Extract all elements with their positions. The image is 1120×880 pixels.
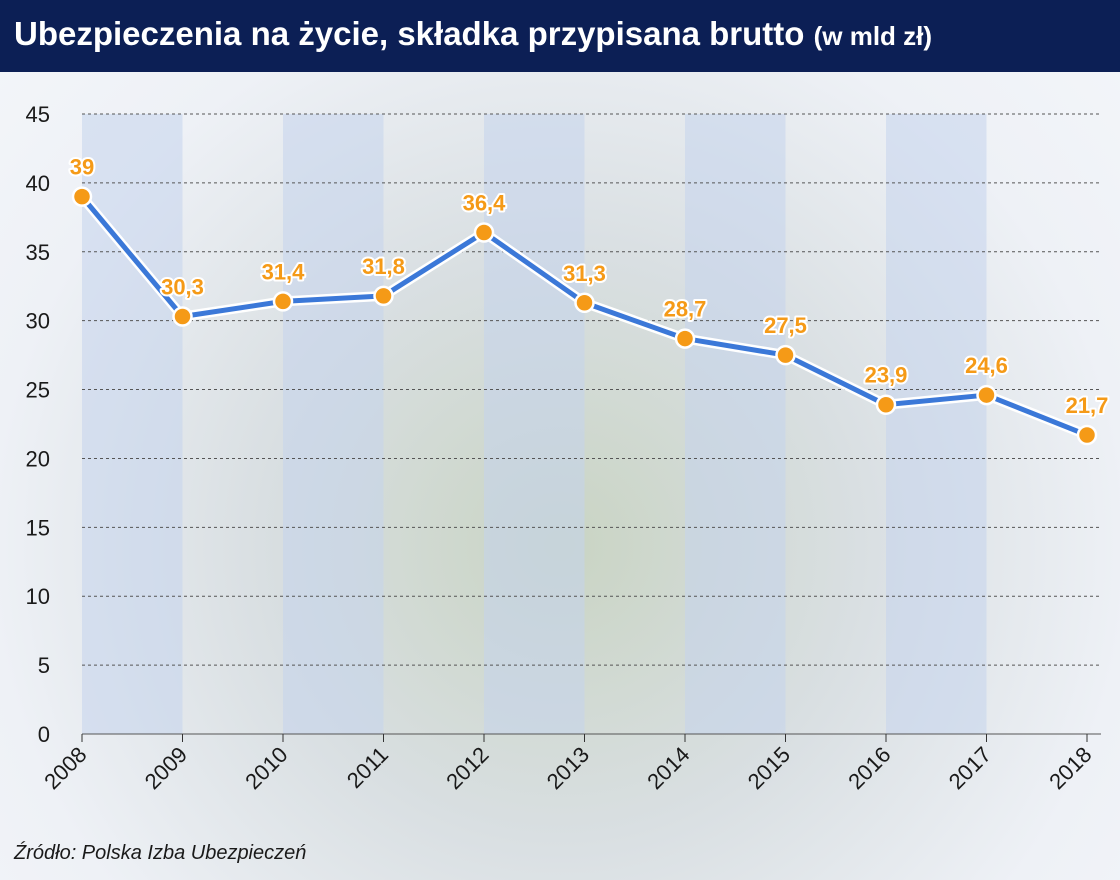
y-tick-label: 10 xyxy=(26,584,50,609)
data-point xyxy=(373,285,394,307)
data-label: 31,3 xyxy=(563,261,606,286)
column-band xyxy=(685,114,786,734)
data-label: 21,7 xyxy=(1066,393,1109,418)
x-tick-label: 2009 xyxy=(140,742,192,794)
y-tick-label: 15 xyxy=(26,515,50,540)
data-label: 30,3 xyxy=(161,275,204,300)
data-point xyxy=(71,186,93,207)
y-tick-label: 20 xyxy=(26,446,50,471)
y-tick-label: 5 xyxy=(38,653,50,678)
data-point xyxy=(1076,424,1098,446)
x-tick-label: 2018 xyxy=(1044,742,1096,794)
chart-title-main: Ubezpieczenia na życie, składka przypisa… xyxy=(14,15,805,52)
x-tick-label: 2016 xyxy=(843,742,895,794)
data-points xyxy=(71,186,1098,446)
y-tick-label: 35 xyxy=(26,240,50,265)
x-tick-label: 2013 xyxy=(542,742,594,794)
column-band xyxy=(484,114,585,734)
data-point xyxy=(976,384,997,406)
data-label: 24,6 xyxy=(965,353,1008,378)
data-point xyxy=(473,222,495,243)
source-note: Źródło: Polska Izba Ubezpieczeń xyxy=(14,842,307,864)
column-band xyxy=(283,114,384,734)
data-point xyxy=(172,306,193,327)
data-label: 23,9 xyxy=(865,363,908,388)
y-tick-label: 0 xyxy=(38,722,50,747)
x-axis-ticks: 2008 2009 2010 2011 2012 2013 2014 2015 2016 2017… xyxy=(39,734,1097,794)
data-label: 39 xyxy=(70,155,94,180)
data-point xyxy=(875,394,897,415)
x-tick-label: 2015 xyxy=(743,742,795,794)
data-labels: 39 30,3 31,4 31,8 36,4 31,3 28,7 27,5 23,9 24,6 21… xyxy=(68,153,1111,420)
x-tick-label: 2014 xyxy=(642,742,694,794)
x-tick-label: 2010 xyxy=(240,742,292,794)
chart-title-unit: (w mld zł) xyxy=(813,21,933,51)
data-label: 36,4 xyxy=(463,190,507,215)
x-tick-label: 2008 xyxy=(39,742,91,794)
y-tick-label: 30 xyxy=(26,309,50,334)
data-point xyxy=(674,328,696,349)
chart-title: Ubezpieczenia na życie, składka przypisa… xyxy=(14,12,932,58)
y-tick-label: 45 xyxy=(26,102,50,127)
x-tick-label: 2012 xyxy=(441,742,493,794)
y-tick-label: 25 xyxy=(26,378,50,403)
data-label: 31,8 xyxy=(362,254,405,279)
column-bands xyxy=(82,114,987,734)
data-point xyxy=(272,291,294,312)
data-point xyxy=(574,292,595,314)
x-tick-label: 2011 xyxy=(342,742,393,793)
data-label: 28,7 xyxy=(664,297,707,322)
data-label: 31,4 xyxy=(262,259,306,284)
grid-lines xyxy=(82,113,1101,735)
x-tick-label: 2017 xyxy=(944,742,996,794)
data-label: 27,5 xyxy=(764,313,807,338)
y-axis-ticks: 0 5 10 15 20 25 30 35 40 45 xyxy=(26,102,50,747)
column-band xyxy=(886,114,987,734)
title-bar: Ubezpieczenia na życie, składka przypisa… xyxy=(0,0,1120,72)
y-tick-label: 40 xyxy=(26,171,50,196)
data-point xyxy=(775,344,796,366)
